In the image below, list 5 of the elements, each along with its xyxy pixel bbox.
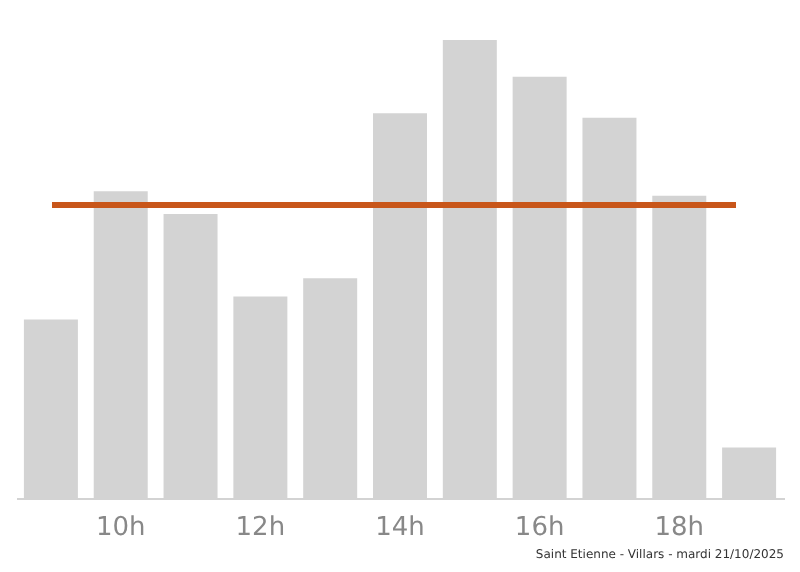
x-tick-label: 12h xyxy=(235,513,286,543)
x-tick-label: 18h xyxy=(654,513,705,543)
x-tick-label: 10h xyxy=(95,513,146,543)
x-tick-label: 14h xyxy=(375,513,425,543)
x-tick-label: 16h xyxy=(514,513,565,543)
